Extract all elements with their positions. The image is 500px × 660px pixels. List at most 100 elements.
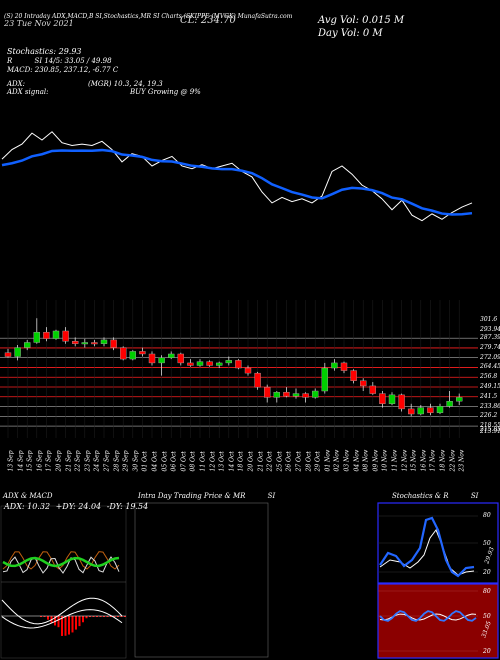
- rsi-panel: [377, 583, 499, 659]
- candle-body: [340, 362, 348, 371]
- candle-body: [33, 332, 40, 343]
- di-minus-line: [2, 551, 120, 570]
- date-tick-label: 25 Oct: [276, 451, 284, 472]
- macd-hist-bar: [40, 616, 42, 617]
- candle-body: [196, 361, 204, 366]
- date-tick-label: 10 Nov: [381, 449, 389, 472]
- candle-body: [225, 360, 233, 364]
- date-tick-label: 13 Sep: [7, 450, 15, 472]
- macd-hist-bar: [99, 616, 102, 617]
- candle-body: [264, 386, 271, 398]
- date-tick-label: 21 Sep: [65, 450, 73, 472]
- macd-line: [1, 597, 123, 625]
- date-tick-label: 26 Oct: [285, 451, 293, 472]
- macd-hist-bar: [120, 616, 123, 617]
- candle-body: [139, 351, 146, 355]
- date-tick-label: 05 Oct: [161, 451, 169, 472]
- date-tick-label: 15 Sep: [26, 450, 34, 472]
- date-tick-label: 16 Nov: [420, 449, 428, 472]
- candle-body: [379, 393, 386, 404]
- date-tick-label: 14 Sep: [17, 450, 25, 472]
- rsi-value: R SI 14/5: 33.05 / 49.98: [7, 57, 112, 65]
- intraday-panel: [134, 502, 269, 658]
- date-tick-label: 27 Sep: [103, 450, 111, 472]
- candle-body: [436, 406, 444, 413]
- candle-body: [81, 342, 89, 345]
- price-tick-label: 264.45: [480, 363, 500, 371]
- candle-body: [110, 339, 117, 348]
- adx-signal-label: ADX signal:: [7, 88, 49, 96]
- date-tick-label: 16 Sep: [36, 450, 44, 472]
- macd-hist-bar: [61, 616, 63, 636]
- candle-body: [158, 357, 165, 364]
- header-line1: (S) 20 Intraday ADX,MACD,B SI,Stochastic…: [4, 13, 293, 20]
- date-tick-label: 28 Oct: [305, 451, 313, 472]
- ema-line: [1, 148, 473, 216]
- macd-hist-bar: [43, 616, 46, 617]
- date-tick-label: 23 Nov: [458, 449, 466, 472]
- candle-body: [273, 392, 280, 398]
- candle-body: [91, 342, 98, 345]
- price-tick-label: 279.74: [480, 343, 500, 351]
- date-tick-label: 17 Nov: [429, 449, 437, 472]
- candle-body: [119, 347, 127, 360]
- candle-body: [388, 394, 396, 404]
- candle-body: [360, 380, 367, 387]
- candle-body: [187, 362, 194, 366]
- date-tick-label: 07 Oct: [180, 451, 188, 472]
- candle-body: [235, 360, 242, 369]
- price-tick-label: 226.2: [480, 412, 498, 420]
- candle-body: [312, 390, 319, 398]
- price-tick-label: 213.91: [480, 428, 500, 435]
- candle-body: [14, 347, 21, 357]
- macd-hist-bar: [75, 616, 77, 630]
- stoch-tick-20: 20: [483, 569, 491, 576]
- date-tick-label: 28 Sep: [113, 450, 121, 472]
- adx-label: ADX:: [7, 80, 26, 88]
- price-tick-label: 249.15: [480, 382, 500, 390]
- avg-vol: Avg Vol: 0.015 M: [318, 15, 405, 26]
- date-tick-label: 14 Oct: [228, 451, 236, 472]
- price-tick-label: 233.86: [480, 402, 500, 410]
- price-tick-label: 301.6: [480, 316, 498, 323]
- date-tick-label: 22 Oct: [266, 451, 274, 472]
- price-tick-label: 287.39: [480, 334, 500, 342]
- macd-hist-bar: [71, 616, 74, 633]
- macd-hist-bar: [89, 616, 91, 617]
- candle-body: [4, 352, 12, 357]
- macd-hist-bar: [78, 616, 81, 627]
- macd-hist-bar: [103, 616, 105, 617]
- intraday-title: Intra Day Trading Price & MR SI: [138, 492, 276, 500]
- macd-hist-bar: [117, 616, 119, 617]
- stochastics-value: Stochastics: 29.93: [7, 47, 82, 56]
- candle-body: [350, 370, 357, 381]
- date-tick-label: 09 Nov: [372, 449, 380, 472]
- price-tick-label: 215.85: [480, 425, 500, 433]
- date-tick-label: 18 Oct: [237, 451, 245, 472]
- macd-hist-bar: [54, 616, 56, 626]
- adx-panel-label: ADX: 10.32 +DY: 24.04 -DY: 19.54: [4, 502, 149, 511]
- stoch-tick-80: 80: [483, 512, 491, 519]
- candle-body: [321, 367, 328, 392]
- date-tick-label: 01 Nov: [324, 449, 332, 472]
- candle-body: [292, 393, 300, 397]
- macd-hist-bar: [113, 616, 116, 617]
- candle-body: [331, 362, 338, 369]
- macd-hist-bar: [68, 616, 70, 635]
- date-tick-label: 23 Sep: [84, 450, 92, 472]
- rsi-line: [379, 610, 477, 622]
- candle-body: [369, 385, 376, 394]
- candle-body: [52, 330, 60, 339]
- date-tick-label: 12 Oct: [209, 451, 217, 472]
- date-tick-label: 08 Nov: [362, 449, 370, 472]
- price-tick-label: 256.8: [480, 373, 498, 381]
- date-tick-label: 17 Sep: [45, 450, 53, 472]
- day-vol: Day Vol: 0 M: [318, 28, 383, 39]
- stoch-tick-50: 50: [483, 540, 491, 547]
- candle-body: [408, 408, 415, 415]
- date-tick-label: 29 Sep: [122, 450, 130, 472]
- close-label: CL: 234.70: [180, 15, 236, 26]
- rsi-tick-50: 50: [483, 613, 491, 620]
- date-tick-label: 06 Oct: [170, 451, 178, 472]
